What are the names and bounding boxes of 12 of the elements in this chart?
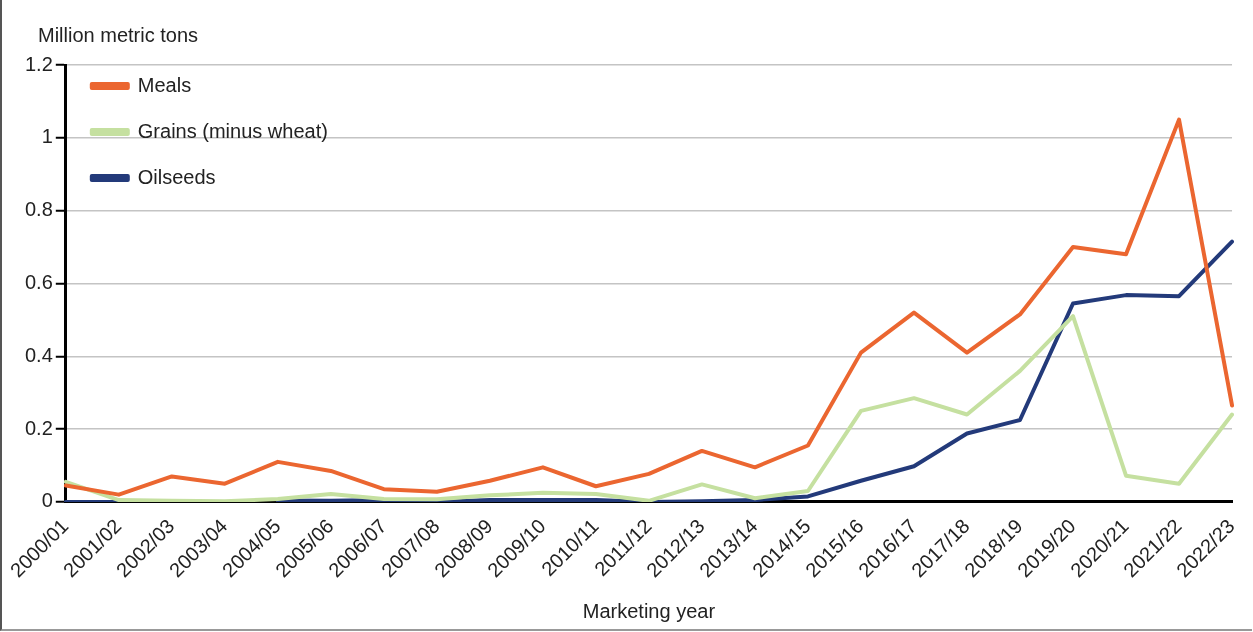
y-tick-label: 0 [41, 489, 53, 512]
y-tick-label: 0.2 [24, 416, 53, 439]
y-tick-label: 1.2 [24, 52, 53, 75]
x-axis-title: Marketing year [582, 599, 716, 622]
y-tick-label: 1 [41, 125, 53, 148]
y-axis-title: Million metric tons [38, 24, 199, 47]
legend-label: Grains (minus wheat) [137, 119, 328, 142]
y-tick-label: 0.8 [24, 198, 53, 221]
legend-label: Oilseeds [137, 165, 216, 188]
legend-label: Meals [137, 73, 192, 96]
y-tick-label: 0.6 [24, 270, 53, 293]
y-tick-label: 0.4 [24, 343, 53, 366]
